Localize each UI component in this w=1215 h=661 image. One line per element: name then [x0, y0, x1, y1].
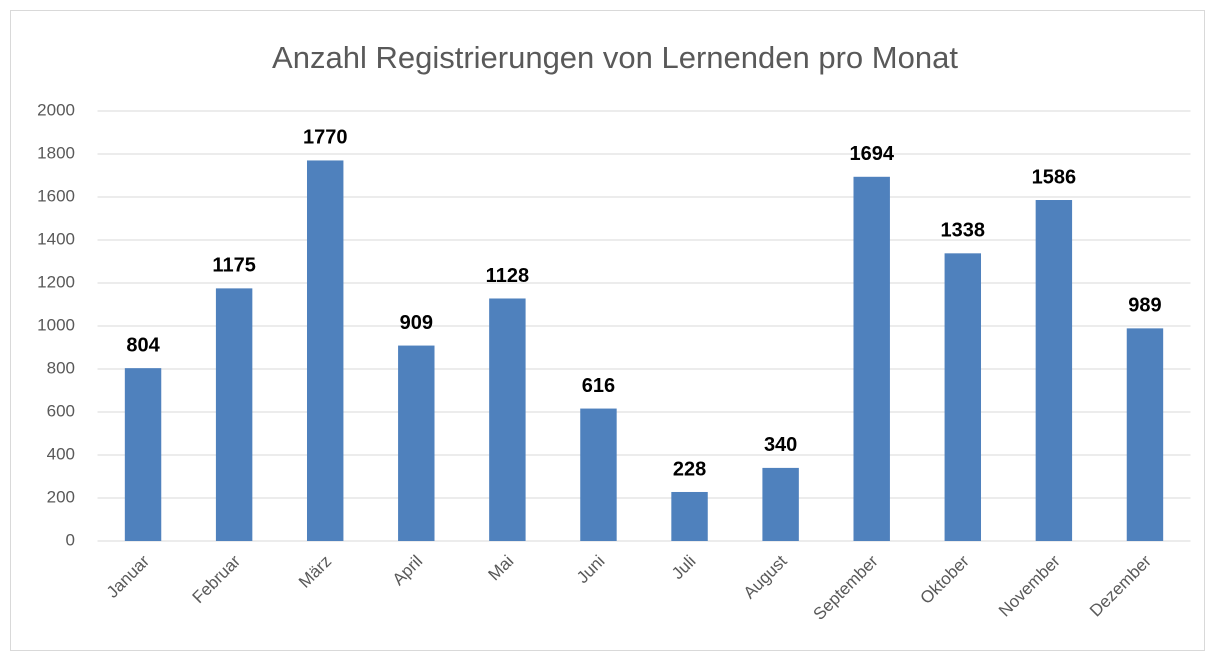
- y-tick-label: 1200: [37, 272, 75, 291]
- data-label: 1586: [1032, 166, 1077, 188]
- bar: [762, 467, 799, 541]
- bar: [489, 298, 526, 541]
- bar: [215, 288, 253, 541]
- y-tick-label: 1600: [37, 186, 75, 205]
- y-tick-label: 400: [47, 444, 75, 463]
- y-tick-label: 600: [47, 401, 75, 420]
- y-tick-label: 200: [47, 487, 75, 506]
- bar: [306, 160, 344, 541]
- y-tick-label: 1800: [37, 143, 75, 162]
- data-label: 989: [1128, 295, 1161, 317]
- data-label: 228: [673, 458, 706, 480]
- data-label: 340: [764, 434, 797, 456]
- bar: [124, 368, 162, 541]
- y-tick-label: 1400: [37, 229, 75, 248]
- y-tick-label: 800: [47, 358, 75, 377]
- chart-border: [10, 10, 1205, 651]
- data-label: 1770: [303, 127, 348, 149]
- data-label: 804: [126, 334, 160, 356]
- bar: [1035, 200, 1073, 541]
- bar: [580, 408, 617, 541]
- chart-title: Anzahl Registrierungen von Lernenden pro…: [272, 40, 958, 75]
- bar: [398, 345, 435, 541]
- data-label: 909: [400, 312, 433, 334]
- bar: [1126, 328, 1164, 541]
- data-label: 1128: [486, 265, 529, 287]
- bar: [944, 253, 982, 541]
- data-label: 1338: [941, 220, 986, 242]
- data-label: 616: [582, 375, 615, 397]
- data-label: 1175: [212, 255, 255, 277]
- bar: [853, 176, 890, 542]
- y-tick-label: 0: [66, 530, 75, 549]
- bar: [671, 491, 708, 541]
- data-label: 1694: [849, 143, 894, 165]
- y-tick-label: 2000: [37, 100, 75, 119]
- y-tick-label: 1000: [37, 315, 75, 334]
